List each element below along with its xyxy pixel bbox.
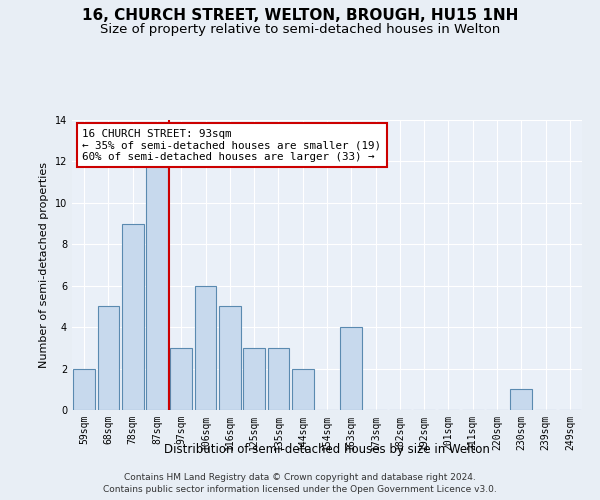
Bar <box>268 348 289 410</box>
Text: Contains public sector information licensed under the Open Government Licence v3: Contains public sector information licen… <box>103 485 497 494</box>
Bar <box>122 224 143 410</box>
Text: Contains HM Land Registry data © Crown copyright and database right 2024.: Contains HM Land Registry data © Crown c… <box>124 472 476 482</box>
Bar <box>73 368 95 410</box>
Bar <box>511 390 532 410</box>
Bar <box>340 327 362 410</box>
Bar <box>97 306 119 410</box>
Bar <box>146 162 168 410</box>
Y-axis label: Number of semi-detached properties: Number of semi-detached properties <box>39 162 49 368</box>
Bar <box>292 368 314 410</box>
Text: Distribution of semi-detached houses by size in Welton: Distribution of semi-detached houses by … <box>164 442 490 456</box>
Bar <box>243 348 265 410</box>
Text: 16 CHURCH STREET: 93sqm
← 35% of semi-detached houses are smaller (19)
60% of se: 16 CHURCH STREET: 93sqm ← 35% of semi-de… <box>82 128 381 162</box>
Bar <box>194 286 217 410</box>
Bar <box>170 348 192 410</box>
Text: Size of property relative to semi-detached houses in Welton: Size of property relative to semi-detach… <box>100 22 500 36</box>
Bar <box>219 306 241 410</box>
Text: 16, CHURCH STREET, WELTON, BROUGH, HU15 1NH: 16, CHURCH STREET, WELTON, BROUGH, HU15 … <box>82 8 518 22</box>
